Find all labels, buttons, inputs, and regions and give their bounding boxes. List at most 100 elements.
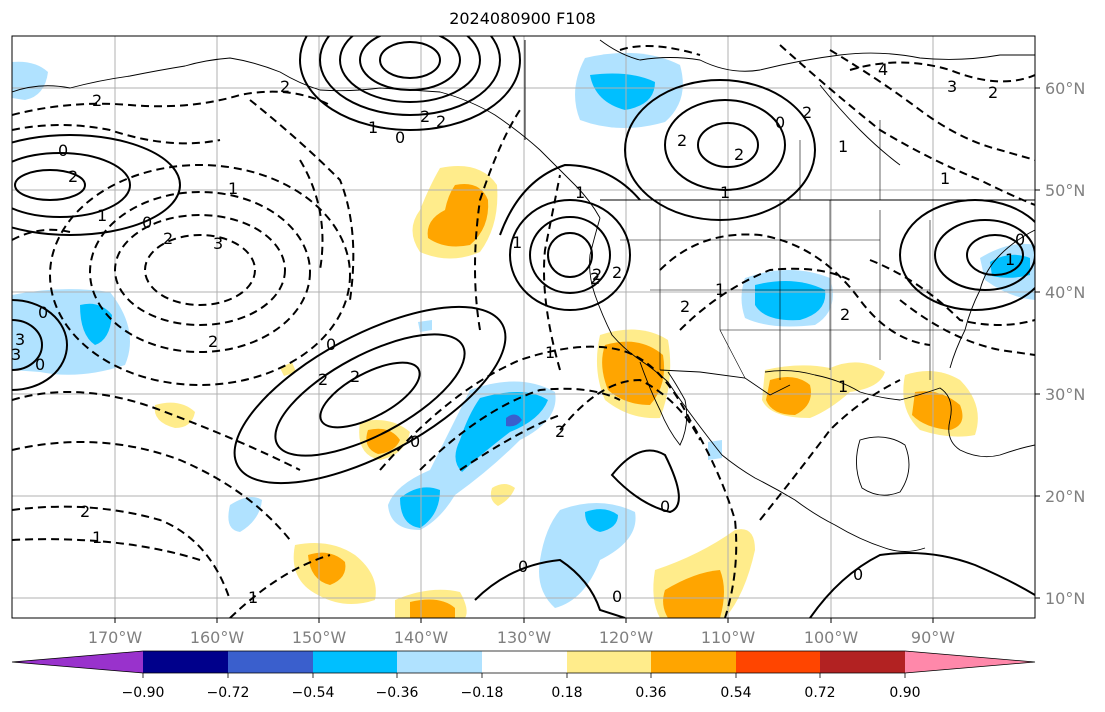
contour-solid — [319, 361, 421, 429]
lon-label: 140°W — [394, 628, 449, 647]
contour-label: 0 — [660, 497, 670, 516]
colorbar-segment — [228, 651, 313, 673]
contour-dashed — [12, 90, 331, 116]
contour-solid — [547, 232, 593, 278]
colorbar-tick-label: 0.72 — [804, 685, 835, 701]
contour-solid — [610, 449, 680, 514]
contour-label: 2 — [590, 269, 600, 288]
lon-label: 150°W — [292, 628, 347, 647]
colorbar-extend-min — [12, 651, 143, 673]
contour-solid — [809, 551, 1035, 618]
contour-dashed — [659, 233, 931, 346]
contour-label: 1 — [1005, 250, 1015, 269]
shade-negative-light — [539, 502, 636, 608]
colorbar-tick-label: −0.18 — [461, 685, 504, 701]
contour-solid — [934, 219, 1035, 291]
shade-negative-light — [12, 61, 48, 100]
shade-negative-mid — [455, 391, 548, 472]
coastline-alaska — [12, 57, 601, 219]
contour-solid — [664, 99, 786, 191]
colorbar-segment — [482, 651, 567, 673]
shade-positive-mid — [663, 570, 724, 618]
colorbar-tick-label: 0.90 — [889, 685, 920, 701]
contour-label: 2 — [734, 145, 744, 164]
contour-dashed — [559, 378, 701, 441]
contour-label: 3 — [11, 345, 21, 364]
lon-label: 90°W — [911, 628, 955, 647]
coastline-gulf — [764, 370, 1035, 458]
contour-dashed — [779, 44, 1035, 206]
colorbar-segment — [397, 651, 482, 673]
colorbar-tick-label: 0.18 — [551, 685, 582, 701]
contour-label: 0 — [775, 113, 785, 132]
colorbar-tick-label: −0.36 — [376, 685, 419, 701]
contour-label: 1 — [248, 588, 258, 607]
contour-label: 0 — [142, 213, 152, 232]
contour-dashed — [459, 414, 561, 471]
contour-solid — [12, 319, 43, 371]
shade-positive-mid — [766, 376, 811, 415]
contour-solid — [14, 169, 86, 201]
contour-dashed — [419, 387, 621, 471]
canada-north — [599, 39, 1035, 72]
contour-label: 0 — [395, 128, 405, 147]
contour-label: 0 — [518, 557, 528, 576]
contour-label: 2 — [436, 112, 446, 131]
shade-positive-mid — [427, 184, 489, 247]
contour-label: 3 — [15, 330, 25, 349]
shade-negative-mid — [590, 73, 655, 110]
contour-solid — [359, 36, 461, 91]
contour-solid — [12, 152, 131, 218]
colorbar-tick-label: −0.90 — [122, 685, 165, 701]
contour-label: 0 — [58, 141, 68, 160]
contour-solid — [509, 199, 631, 311]
contour-dashed — [12, 538, 201, 561]
contour-label: 2 — [802, 103, 812, 122]
contour-solid — [697, 122, 759, 168]
axis-ticks — [114, 87, 1040, 623]
contour-label: 2 — [68, 167, 78, 186]
contour-label: 2 — [208, 332, 218, 351]
contour-dashed — [899, 299, 1035, 356]
contour-solid — [966, 234, 1024, 276]
lon-label: 110°W — [701, 628, 756, 647]
contour-label: 2 — [80, 502, 90, 521]
shade-negative-light — [418, 320, 432, 332]
shade-negative-mid — [755, 281, 826, 321]
contour-solid — [529, 216, 611, 294]
contour-label: 1 — [575, 183, 585, 202]
shade-negative-strong — [506, 414, 522, 427]
colorbar-tick-label: 0.36 — [635, 685, 666, 701]
contour-label: 0 — [326, 335, 336, 354]
lon-label: 170°W — [88, 628, 143, 647]
shade-negative-mid — [585, 509, 618, 532]
contour-dashed — [759, 379, 901, 521]
contour-label: 1 — [97, 206, 107, 225]
shade-negative-mid — [990, 254, 1030, 278]
colorbar-segment — [651, 651, 736, 673]
map-title: 2024080900 F108 — [449, 9, 596, 28]
contour-dashed — [869, 259, 1035, 326]
contour-dashed — [849, 61, 1035, 83]
shade-positive-light — [280, 362, 296, 376]
contour-dashed — [679, 267, 851, 331]
shade-positive-light — [154, 402, 195, 428]
colorbar-tick-label: 0.54 — [720, 685, 751, 701]
state-borders — [620, 120, 980, 380]
contour-label: 2 — [280, 77, 290, 96]
lat-label: 40°N — [1045, 283, 1085, 302]
contour-label: 2 — [592, 265, 602, 284]
contour-label: 2 — [92, 91, 102, 110]
contour-dashed — [12, 391, 301, 471]
colorbar-segment — [143, 651, 228, 673]
lat-label: 30°N — [1045, 385, 1085, 404]
contour-label: 0 — [410, 432, 420, 451]
latitude-labels: 60°N 50°N 40°N 30°N 20°N 10°N — [1045, 79, 1085, 608]
contour-solid — [899, 199, 1035, 311]
contour-label: 2 — [840, 305, 850, 324]
contour-solid — [12, 299, 68, 391]
contour-solid — [474, 558, 626, 618]
contour-dashed — [12, 228, 71, 241]
contour-dashed — [619, 45, 701, 56]
